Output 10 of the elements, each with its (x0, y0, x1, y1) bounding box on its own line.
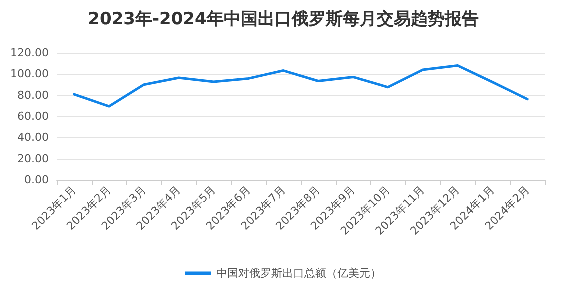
y-tick-label: 80.00 (18, 88, 49, 102)
y-tick-label: 40.00 (18, 131, 49, 144)
y-tick-label: 20.00 (18, 152, 49, 166)
y-tick-label: 60.00 (18, 110, 49, 123)
y-tick-label: 120.00 (10, 46, 49, 60)
y-tick-label: 0.00 (24, 174, 49, 186)
y-tick-label: 100.00 (10, 68, 49, 81)
chart-title: 2023年-2024年中国出口俄罗斯每月交易趋势报告 (88, 10, 479, 30)
line-series (73, 64, 529, 108)
legend-label: 中国对俄罗斯出口总额（亿美元） (216, 267, 382, 280)
